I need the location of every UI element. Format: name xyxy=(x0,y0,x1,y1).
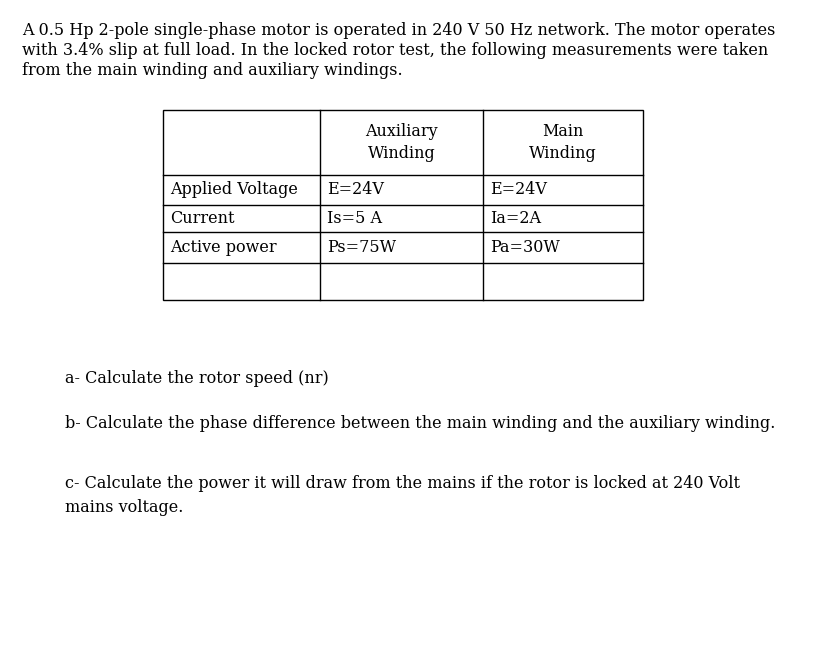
Text: Is=5 A: Is=5 A xyxy=(327,210,382,227)
Text: c- Calculate the power it will draw from the mains if the rotor is locked at 240: c- Calculate the power it will draw from… xyxy=(65,475,740,516)
Text: Pa=30W: Pa=30W xyxy=(490,239,560,256)
Text: Applied Voltage: Applied Voltage xyxy=(170,182,298,199)
Text: Auxiliary
Winding: Auxiliary Winding xyxy=(365,123,438,162)
Text: a- Calculate the rotor speed (nr): a- Calculate the rotor speed (nr) xyxy=(65,370,329,387)
Text: from the main winding and auxiliary windings.: from the main winding and auxiliary wind… xyxy=(22,62,402,79)
Text: E=24V: E=24V xyxy=(327,182,384,199)
Text: E=24V: E=24V xyxy=(490,182,547,199)
Text: Current: Current xyxy=(170,210,235,227)
Text: b- Calculate the phase difference between the main winding and the auxiliary win: b- Calculate the phase difference betwee… xyxy=(65,415,776,432)
Text: Ps=75W: Ps=75W xyxy=(327,239,396,256)
Text: Ia=2A: Ia=2A xyxy=(490,210,541,227)
Text: Active power: Active power xyxy=(170,239,277,256)
Bar xyxy=(163,110,643,300)
Text: Main
Winding: Main Winding xyxy=(529,123,597,162)
Text: A 0.5 Hp 2-pole single-phase motor is operated in 240 V 50 Hz network. The motor: A 0.5 Hp 2-pole single-phase motor is op… xyxy=(22,22,776,39)
Text: with 3.4% slip at full load. In the locked rotor test, the following measurement: with 3.4% slip at full load. In the lock… xyxy=(22,42,768,59)
